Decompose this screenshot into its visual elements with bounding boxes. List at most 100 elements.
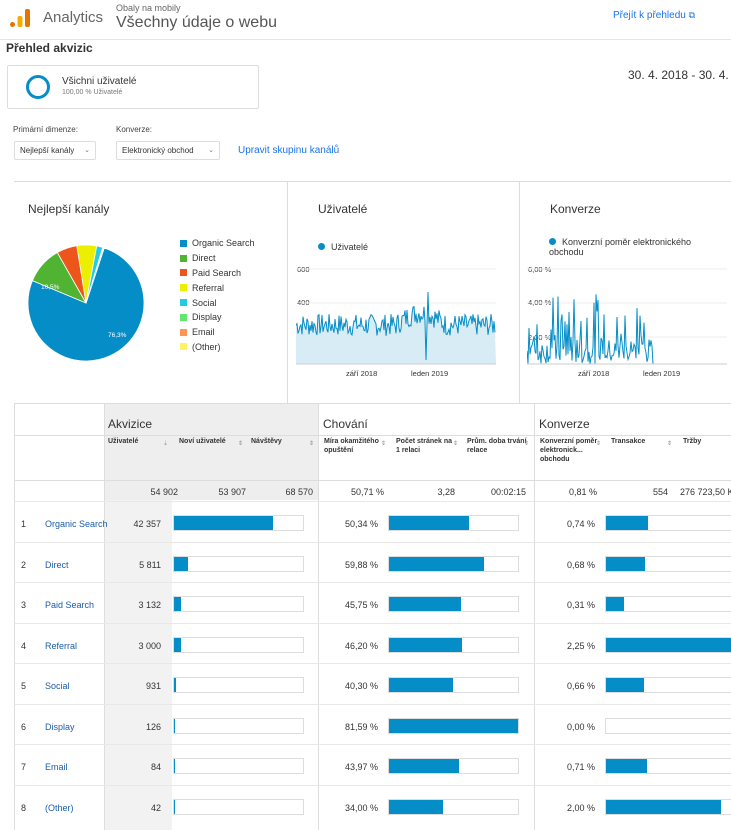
conv-value: 0,66 % <box>566 681 595 691</box>
legend-item[interactable]: (Other) <box>180 340 255 355</box>
users-bar <box>173 636 304 653</box>
legend-item[interactable]: Direct <box>180 251 255 266</box>
app-name: Analytics <box>43 9 104 26</box>
conv-bar <box>605 596 731 612</box>
account-name[interactable]: Obaly na mobily <box>116 3 181 13</box>
channel-link[interactable]: Organic Search <box>45 519 108 529</box>
bounce-bar-fill <box>389 597 462 611</box>
total-bounce: 50,71 % <box>350 487 384 497</box>
row-number: 8 <box>21 802 27 813</box>
group-conversions: Konverze <box>539 417 590 431</box>
conv-bar <box>605 677 731 693</box>
table-row: 5 Social 931 40,30 % 0,66 % <box>14 663 731 703</box>
legend-item[interactable]: Social <box>180 295 255 310</box>
conversions-sparkline <box>527 268 727 365</box>
channels-title: Nejlepší kanály <box>28 202 110 216</box>
channels-panel: Nejlepší kanály <box>14 181 288 404</box>
bounce-value: 34,00 % <box>344 802 378 813</box>
channel-link[interactable]: Paid Search <box>45 600 95 610</box>
primary-dimension-label: Primární dimenze: <box>13 125 78 134</box>
bounce-bar-fill <box>389 759 459 773</box>
col-header-avg-session[interactable]: Prům. doba trvání relace <box>467 438 527 454</box>
col-header-new-users[interactable]: Noví uživatelé <box>179 438 226 445</box>
sort-icon[interactable]: ⇕ <box>596 441 602 447</box>
channels-legend: Organic Search Direct Paid Search Referr… <box>180 236 255 354</box>
x-tick: leden 2019 <box>643 369 681 378</box>
sort-icon[interactable]: ⇕ <box>524 441 530 447</box>
primary-dimension-dropdown[interactable]: Nejlepší kanály ⌄ <box>14 141 96 160</box>
users-value: 42 357 <box>133 519 161 529</box>
channels-pie-chart <box>27 244 145 362</box>
sort-desc-icon[interactable]: ⇣ <box>163 441 169 447</box>
total-revenue: 276 723,50 K <box>680 487 731 497</box>
col-header-pages-per-session[interactable]: Počet stránek na 1 relaci <box>396 438 453 454</box>
channel-link[interactable]: Direct <box>45 559 69 570</box>
bounce-bar <box>388 717 519 734</box>
channel-link[interactable]: (Other) <box>45 802 74 813</box>
analytics-logo-icon <box>10 9 30 27</box>
sort-icon[interactable]: ⇕ <box>309 441 315 447</box>
conv-bar <box>605 636 731 653</box>
conv-bar <box>605 515 731 531</box>
date-range-picker[interactable]: 30. 4. 2018 - 30. 4. 2 <box>628 68 731 82</box>
legend-swatch <box>180 328 187 336</box>
pie-slice--other-[interactable] <box>85 247 105 304</box>
legend-item[interactable]: Display <box>180 310 255 325</box>
total-users: 54 902 <box>150 487 178 497</box>
channel-link[interactable]: Email <box>45 762 68 772</box>
legend-item[interactable]: Email <box>180 325 255 340</box>
go-to-overview-link[interactable]: Přejít k přehledu ⧉ <box>613 10 695 21</box>
bounce-bar <box>388 758 519 774</box>
page-title: Přehled akvizic <box>6 41 93 55</box>
users-bar-fill <box>174 718 176 733</box>
legend-dot-icon <box>318 243 325 250</box>
users-sparkline <box>296 268 496 365</box>
users-bar <box>173 798 304 815</box>
table-row: 4 Referral 3 000 46,20 % 2,25 % <box>14 622 731 663</box>
users-bar-fill <box>174 597 182 611</box>
col-header-ecom-conv[interactable]: Konverzní poměr elektronick... obchodu <box>540 438 598 463</box>
legend-item[interactable]: Referral <box>180 280 255 295</box>
row-number: 5 <box>21 681 27 691</box>
row-number: 2 <box>21 559 27 570</box>
sort-icon[interactable]: ⇕ <box>238 441 244 447</box>
users-bar <box>173 515 304 531</box>
col-header-sessions[interactable]: Návštěvy <box>251 438 282 445</box>
legend-swatch <box>180 299 187 307</box>
row-number: 3 <box>21 600 27 610</box>
row-number: 1 <box>21 519 27 529</box>
col-header-users[interactable]: Uživatelé <box>108 438 139 445</box>
total-pages: 3,28 <box>437 487 455 497</box>
channel-link[interactable]: Referral <box>45 640 78 651</box>
legend-item[interactable]: Organic Search <box>180 236 255 251</box>
conv-bar-fill <box>606 516 649 530</box>
bounce-bar-fill <box>389 678 453 692</box>
row-number: 6 <box>21 721 27 732</box>
sparkline-line <box>296 291 496 361</box>
x-tick: září 2018 <box>578 369 610 378</box>
channel-link[interactable]: Display <box>45 721 75 732</box>
legend-label: (Other) <box>192 341 221 352</box>
property-view-selector[interactable]: Všechny údaje o webu <box>116 14 277 31</box>
col-header-transactions[interactable]: Transakce <box>611 438 646 445</box>
sort-icon[interactable]: ⇕ <box>453 441 459 447</box>
col-header-bounce-rate[interactable]: Míra okamžitého opuštění <box>324 438 379 454</box>
pie-slice-organic-search[interactable] <box>27 247 145 362</box>
sort-icon[interactable]: ⇕ <box>667 441 673 447</box>
conversion-dropdown[interactable]: Elektronický obchod ⌄ <box>116 141 220 160</box>
channel-link[interactable]: Social <box>45 681 70 691</box>
sort-icon[interactable]: ⇕ <box>381 441 387 447</box>
users-bar-fill <box>174 678 177 692</box>
x-tick: leden 2019 <box>411 369 449 378</box>
col-divider <box>318 404 319 830</box>
legend-swatch <box>180 343 187 351</box>
header-divider <box>14 435 731 436</box>
conv-value: 0,00 % <box>566 721 595 732</box>
edit-channel-group-link[interactable]: Upravit skupinu kanálů <box>238 145 340 156</box>
x-tick: září 2018 <box>346 369 378 378</box>
legend-item[interactable]: Paid Search <box>180 266 255 281</box>
segment-card[interactable]: Všichni uživatelé 100,00 % Uživatelé <box>7 65 259 109</box>
col-header-revenue[interactable]: Tržby <box>683 438 702 445</box>
group-behavior: Chování <box>323 417 368 431</box>
users-bar <box>173 677 304 693</box>
